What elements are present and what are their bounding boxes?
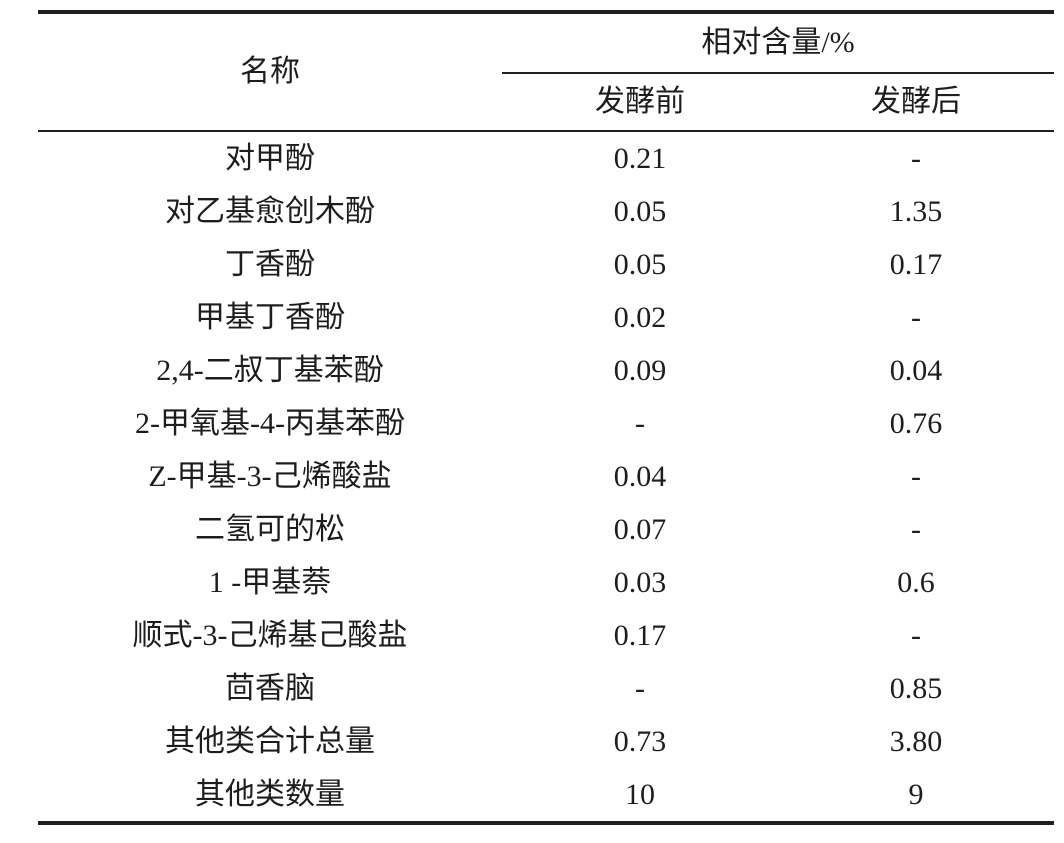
column-header-before-fermentation: 发酵前 (502, 73, 778, 132)
column-header-relative-content: 相对含量/% (502, 12, 1055, 74)
cell-name: 对乙基愈创木酚 (165, 194, 375, 228)
table-row: 1 -甲基萘 0.03 0.6 (38, 556, 1054, 609)
cell-name: 其他类合计总量 (165, 724, 375, 758)
cell-after: 0.76 (889, 406, 943, 440)
cell-before: 0.05 (613, 194, 667, 228)
cell-name: 其他类数量 (195, 777, 345, 811)
cell-after: 0.04 (889, 353, 943, 387)
column-header-after-fermentation: 发酵后 (778, 73, 1055, 132)
table-row: 其他类数量 10 9 (38, 768, 1054, 823)
table-row: 二氢可的松 0.07 - (38, 503, 1054, 556)
cell-before: 0.03 (613, 565, 667, 599)
cell-before: 0.21 (613, 141, 667, 175)
cell-after: - (911, 459, 921, 493)
table-row: 茴香脑 - 0.85 (38, 662, 1054, 715)
cell-before: 0.17 (613, 618, 667, 652)
header-sub-row: 发酵前 发酵后 (38, 73, 1055, 132)
table-row: 对乙基愈创木酚 0.05 1.35 (38, 185, 1054, 238)
cell-name: 2,4-二叔丁基苯酚 (156, 353, 384, 387)
cell-after: 0.6 (897, 565, 935, 599)
cell-name: 茴香脑 (225, 671, 315, 705)
cell-name: Z-甲基-3-己烯酸盐 (148, 459, 392, 493)
cell-before: 0.04 (613, 459, 667, 493)
table-body: 对甲酚 0.21 - 对乙基愈创木酚 0.05 1.35 丁香酚 0.05 0.17 甲基丁香酚 0… (38, 131, 1054, 823)
cell-name: 二氢可的松 (195, 512, 345, 546)
cell-name: 对甲酚 (225, 141, 315, 175)
cell-before: 0.73 (613, 724, 667, 758)
cell-before: 10 (625, 777, 655, 811)
cell-before: 0.07 (613, 512, 667, 546)
header-group-row: 名称 相对含量/% (38, 12, 1055, 132)
table-row: Z-甲基-3-己烯酸盐 0.04 - (38, 450, 1054, 503)
cell-before: 0.05 (613, 247, 667, 281)
cell-before: - (635, 671, 645, 705)
cell-name: 甲基丁香酚 (195, 300, 345, 334)
cell-before: 0.02 (613, 300, 667, 334)
cell-after: 0.17 (889, 247, 943, 281)
column-header-name: 名称 (38, 12, 502, 132)
cell-after: - (911, 300, 921, 334)
table-row: 2-甲氧基-4-丙基苯酚 - 0.76 (38, 397, 1054, 450)
cell-after: 3.80 (889, 724, 943, 758)
cell-after: 1.35 (889, 194, 943, 228)
table-row: 丁香酚 0.05 0.17 (38, 238, 1054, 291)
cell-name: 2-甲氧基-4-丙基苯酚 (135, 406, 405, 440)
table-row: 甲基丁香酚 0.02 - (38, 291, 1054, 344)
cell-name: 丁香酚 (225, 247, 315, 281)
cell-before: - (635, 406, 645, 440)
cell-before: 0.09 (613, 353, 667, 387)
cell-after: 0.85 (889, 671, 943, 705)
table-header: 名称 相对含量/% 发酵前 发酵后 (38, 12, 1055, 132)
table-row: 对甲酚 0.21 - (38, 131, 1054, 185)
relative-content-table: 名称 相对含量/% 发酵前 发酵后 对甲酚 0.21 - 对乙基愈创木酚 0.05 1.3… (38, 10, 1055, 825)
table-row: 其他类合计总量 0.73 3.80 (38, 715, 1054, 768)
cell-name: 1 -甲基萘 (208, 565, 332, 599)
cell-after: - (911, 618, 921, 652)
cell-after: 9 (908, 777, 924, 811)
table-row: 2,4-二叔丁基苯酚 0.09 0.04 (38, 344, 1054, 397)
cell-after: - (911, 141, 921, 175)
cell-name: 顺式-3-己烯基己酸盐 (132, 618, 408, 652)
table-row: 顺式-3-己烯基己酸盐 0.17 - (38, 609, 1054, 662)
cell-after: - (911, 512, 921, 546)
